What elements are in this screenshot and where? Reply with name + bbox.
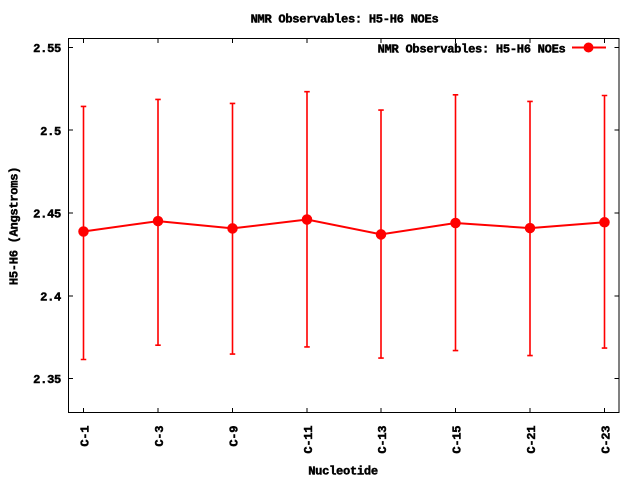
svg-text:C-21: C-21 [525,426,539,454]
svg-text:2.5: 2.5 [40,125,61,139]
svg-text:H5-H6 (Angstroms): H5-H6 (Angstroms) [8,167,22,285]
svg-text:NMR Observables: H5-H6 NOEs: NMR Observables: H5-H6 NOEs [251,13,439,27]
svg-text:C-3: C-3 [153,426,167,447]
svg-text:2.55: 2.55 [33,42,61,56]
svg-text:C-23: C-23 [599,426,613,454]
svg-text:2.35: 2.35 [33,373,61,387]
svg-text:NMR Observables: H5-H6 NOEs: NMR Observables: H5-H6 NOEs [378,42,566,56]
svg-text:2.4: 2.4 [40,290,61,304]
svg-text:C-11: C-11 [302,426,316,454]
svg-text:C-15: C-15 [450,426,464,454]
svg-text:2.45: 2.45 [33,208,61,222]
svg-text:Nucleotide: Nucleotide [308,464,378,478]
svg-text:C-1: C-1 [78,426,92,447]
svg-text:C-9: C-9 [227,426,241,447]
svg-text:C-13: C-13 [376,426,390,454]
